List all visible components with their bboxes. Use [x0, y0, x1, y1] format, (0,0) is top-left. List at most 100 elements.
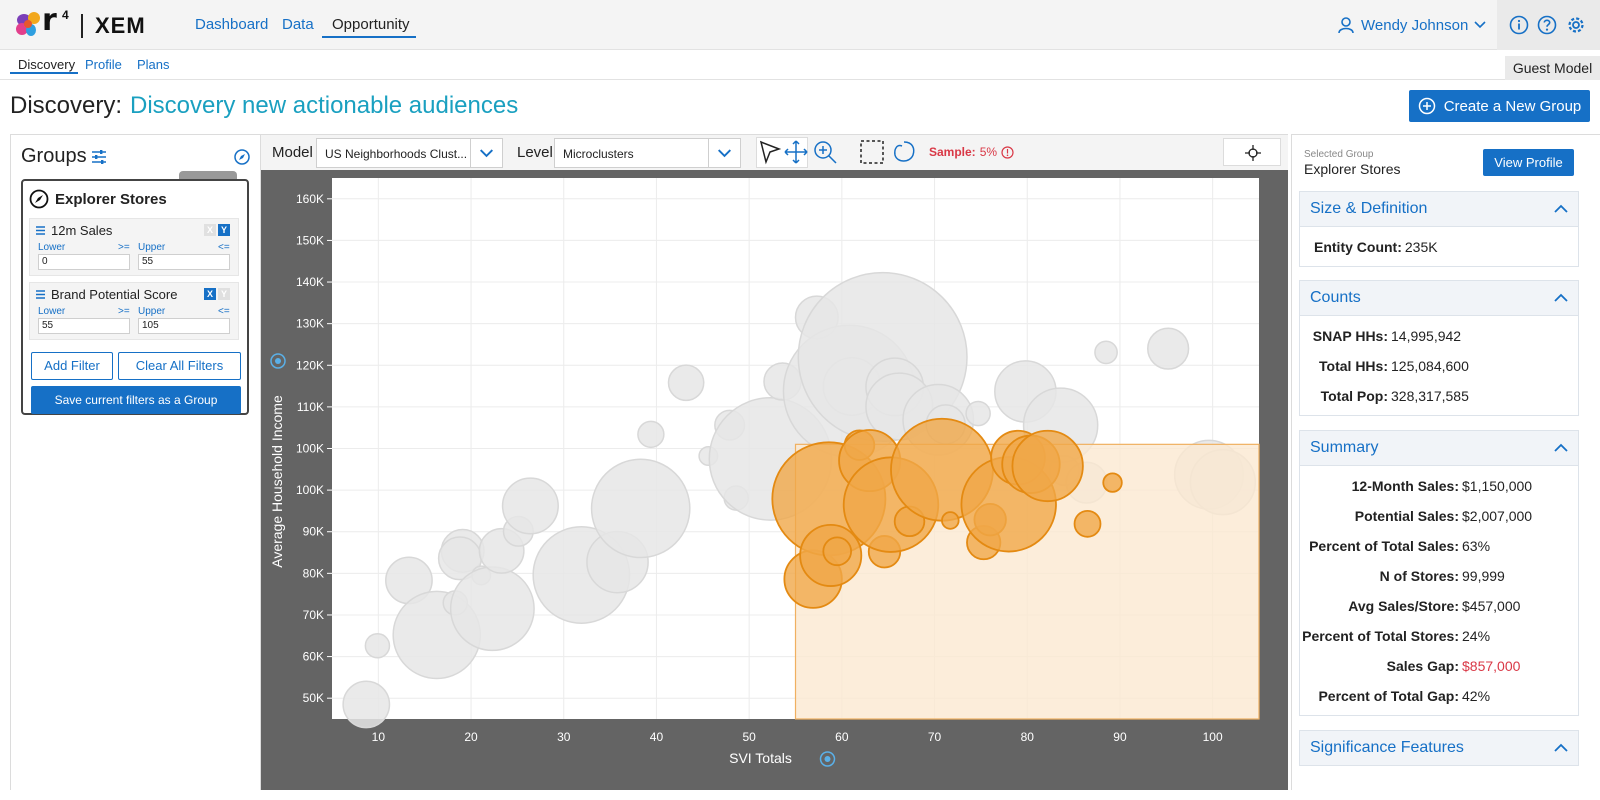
drag-handle-icon[interactable]	[36, 226, 45, 235]
section-significance-header[interactable]: Significance Features	[1299, 730, 1579, 766]
section-size-header[interactable]: Size & Definition	[1299, 191, 1579, 227]
kv-row: Percent of Total Gap: 42%	[1300, 688, 1490, 704]
y-tick-label: 150K	[296, 233, 324, 247]
kv-row: Sales Gap: $857,000	[1300, 658, 1521, 674]
y-axis-target-icon[interactable]	[270, 353, 286, 369]
section-title: Significance Features	[1310, 739, 1464, 756]
kv-key: Sales Gap:	[1386, 658, 1459, 674]
view-profile-button[interactable]: View Profile	[1483, 149, 1574, 176]
bubble-orange[interactable]	[1011, 429, 1084, 503]
bubble-grey[interactable]	[449, 566, 535, 652]
kv-key: 12-Month Sales:	[1351, 478, 1459, 494]
x-tick-label: 30	[557, 730, 571, 744]
model-select[interactable]: US Neighborhoods Clust...	[316, 138, 503, 168]
selected-group-name: Explorer Stores	[1304, 161, 1401, 177]
kv-row: Percent of Total Stores: 24%	[1300, 628, 1490, 644]
kv-row: SNAP HHs: 14,995,942	[1300, 328, 1580, 344]
drag-handle-icon[interactable]	[36, 290, 45, 299]
user-icon	[1338, 17, 1354, 34]
page-title: Discovery:	[10, 92, 123, 119]
kv-key: Percent of Total Sales:	[1309, 538, 1459, 554]
subnav-profile[interactable]: Profile	[85, 57, 122, 72]
lasso-icon[interactable]	[891, 139, 917, 165]
clear-filters-button[interactable]: Clear All Filters	[118, 352, 241, 380]
section-counts-body: SNAP HHs: 14,995,942 Total HHs: 125,084,…	[1299, 316, 1579, 416]
bubble-grey[interactable]	[364, 632, 391, 659]
lower-input[interactable]: 55	[38, 318, 130, 334]
upper-input[interactable]: 55	[138, 254, 230, 270]
chevron-up-icon	[1554, 293, 1568, 302]
x-axis-toggle[interactable]: X	[204, 288, 216, 300]
chart-area: 10 20 30 40 50 60 70 80 90 100 50K 60K 70K 80K 90K 100K…	[261, 170, 1288, 790]
alert-icon[interactable]	[1001, 145, 1014, 159]
pan-icon[interactable]	[783, 139, 809, 165]
kv-row: Total Pop: 328,317,585	[1300, 388, 1580, 404]
box-select-icon[interactable]	[859, 139, 885, 165]
guest-model-label[interactable]: Guest Model	[1505, 56, 1600, 80]
bubble-grey[interactable]	[965, 400, 991, 427]
chevron-up-icon	[1554, 204, 1568, 213]
scatter-chart[interactable]: 10 20 30 40 50 60 70 80 90 100 50K 60K 70K 80K 90K 100K…	[261, 170, 1288, 790]
brand-r: r	[42, 3, 57, 38]
sub-nav: Discovery Profile Plans Guest Model	[0, 50, 1600, 80]
nav-dashboard[interactable]: Dashboard	[195, 16, 269, 33]
kv-value: 14,995,942	[1391, 328, 1462, 344]
x-axis-toggle[interactable]: X	[204, 224, 216, 236]
lower-input[interactable]: 0	[38, 254, 130, 270]
bubble-grey[interactable]	[501, 477, 559, 535]
x-tick-label: 70	[928, 730, 942, 744]
level-select[interactable]: Microclusters	[554, 138, 741, 168]
bubble-orange[interactable]	[941, 511, 960, 530]
kv-key: N of Stores:	[1379, 568, 1459, 584]
bubble-orange[interactable]	[1073, 509, 1102, 538]
bubble-grey[interactable]	[1147, 327, 1190, 370]
user-menu[interactable]: Wendy Johnson	[1337, 14, 1486, 36]
compass-icon	[29, 189, 49, 209]
section-summary-header[interactable]: Summary	[1299, 430, 1579, 466]
level-label: Level	[517, 144, 553, 161]
kv-value: 125,084,600	[1391, 358, 1469, 374]
brand-name: XEM	[95, 13, 146, 38]
info-icon[interactable]	[1509, 15, 1529, 35]
compass-icon[interactable]	[234, 149, 250, 165]
bubble-orange[interactable]	[822, 536, 853, 567]
help-icon[interactable]	[1537, 15, 1557, 35]
nav-opportunity[interactable]: Opportunity	[332, 16, 410, 33]
bubble-orange[interactable]	[1102, 472, 1123, 493]
bubble-grey[interactable]	[1094, 340, 1118, 365]
bubble-grey[interactable]	[590, 458, 691, 559]
y-tick-label: 130K	[296, 317, 324, 331]
save-group-button[interactable]: Save current filters as a Group	[31, 386, 241, 414]
subnav-plans[interactable]: Plans	[137, 57, 170, 72]
recenter-button[interactable]	[1223, 138, 1281, 166]
bubble-grey[interactable]	[637, 420, 665, 449]
kv-value: $1,150,000	[1462, 478, 1533, 494]
lower-operator: >=	[118, 306, 130, 317]
kv-value: 328,317,585	[1391, 388, 1469, 404]
y-tick-label: 140K	[296, 275, 324, 289]
create-group-button[interactable]: Create a New Group	[1409, 90, 1590, 122]
chevron-down-icon	[708, 139, 731, 167]
y-axis-toggle[interactable]: Y	[218, 224, 230, 236]
kv-value: 99,999	[1462, 568, 1505, 584]
x-axis-target-icon[interactable]	[819, 751, 836, 767]
subnav-discovery[interactable]: Discovery	[18, 57, 76, 72]
add-filter-button[interactable]: Add Filter	[31, 352, 113, 380]
bubble-grey[interactable]	[667, 364, 705, 402]
section-counts-header[interactable]: Counts	[1299, 280, 1579, 316]
nav-data[interactable]: Data	[282, 16, 314, 33]
pointer-icon[interactable]	[755, 138, 783, 166]
group-card[interactable]: Explorer Stores 12m Sales X Y Lower >= U…	[21, 179, 249, 415]
sample-indicator: Sample: 5%	[929, 145, 1014, 159]
filter-name-label: 12m Sales	[51, 223, 113, 238]
groups-title: Groups	[21, 145, 87, 167]
bubble-grey[interactable]	[342, 680, 391, 729]
upper-input[interactable]: 105	[138, 318, 230, 334]
gear-icon[interactable]	[1566, 15, 1586, 35]
sliders-icon[interactable]	[90, 148, 108, 166]
zoom-icon[interactable]	[812, 139, 838, 165]
logo-flower-icon	[16, 12, 40, 36]
kv-key: SNAP HHs:	[1312, 328, 1388, 344]
y-tick-label: 80K	[303, 566, 324, 580]
y-axis-toggle[interactable]: Y	[218, 288, 230, 300]
